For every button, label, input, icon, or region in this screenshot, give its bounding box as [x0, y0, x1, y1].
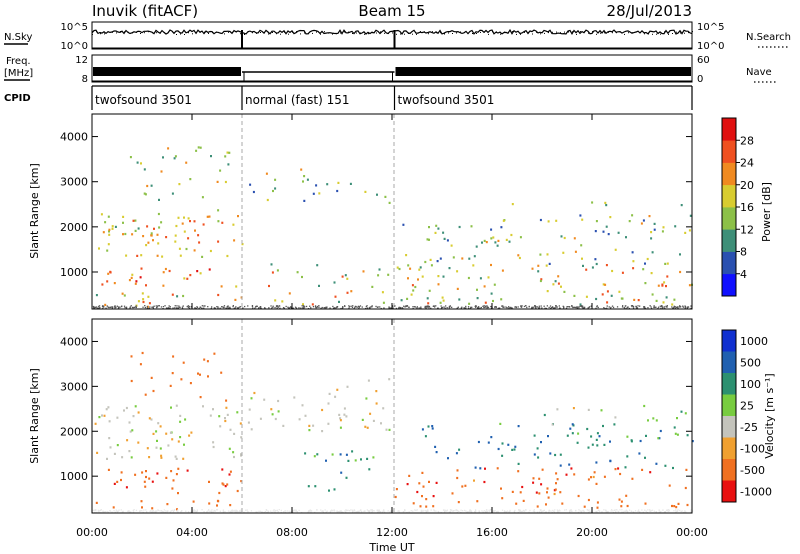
colorbar-swatch — [722, 273, 736, 297]
nsearch-tick-bottom: 10^0 — [697, 41, 724, 52]
velocity-colorbar-tick: 25 — [740, 399, 754, 412]
colorbar-swatch — [722, 207, 736, 230]
velocity-colorbar-tick: 100 — [740, 378, 761, 391]
cpid-label: CPID — [4, 93, 31, 104]
velocity-ylabel: Slant Range [km] — [28, 368, 41, 464]
velocity-colorbar-tick: -500 — [740, 464, 765, 477]
power-colorbar-tick: 20 — [740, 179, 754, 192]
colorbar-swatch — [722, 459, 736, 481]
y-tick-label: 1000 — [60, 470, 88, 483]
velocity-panel: 1000 2000 3000 4000 Slant Range [km] — [28, 318, 694, 514]
colorbar-swatch — [722, 229, 736, 252]
nave-tick-bottom: 0 — [697, 74, 703, 85]
nsky-panel: N.Sky 10^5 10^0 10^5 10^0 N.Search — [4, 21, 791, 52]
colorbar-swatch — [722, 394, 736, 417]
x-tick-label: 08:00 — [276, 526, 308, 539]
station-title: Inuvik (fitACF) — [92, 2, 198, 20]
colorbar-swatch — [722, 140, 736, 163]
x-tick-label: 00:00 — [676, 526, 708, 539]
velocity-colorbar-tick: 500 — [740, 356, 761, 369]
power-y-axis: 1000 2000 3000 4000 — [60, 131, 692, 279]
cpid-segment-label: twofsound 3501 — [398, 93, 495, 107]
date-title: 28/Jul/2013 — [607, 2, 692, 20]
power-colorbar-tick: 12 — [740, 223, 754, 236]
x-tick-label: 16:00 — [476, 526, 508, 539]
xaxis-label: Time UT — [368, 541, 414, 554]
power-colorbar-tick: 4 — [740, 268, 747, 281]
cpid-segment-label: twofsound 3501 — [95, 93, 192, 107]
velocity-colorbar-label: Velocity [m s⁻¹] — [763, 373, 776, 458]
colorbar-swatch — [722, 416, 736, 438]
x-tick-label: 20:00 — [576, 526, 608, 539]
nsky-tick-top: 10^5 — [61, 22, 88, 33]
velocity-colorbar-tick: -25 — [740, 421, 758, 434]
velocity-colorbar-tick: 1000 — [740, 335, 768, 348]
cpid-segments: twofsound 3501 normal (fast) 151 twofsound… — [91, 85, 693, 110]
nsky-tick-bottom: 10^0 — [61, 41, 88, 52]
y-tick-label: 3000 — [60, 380, 88, 393]
colorbar-swatch — [722, 330, 736, 352]
y-tick-label: 1000 — [60, 266, 88, 279]
freq-panel: Freq. [MHz] 12 8 60 0 Nave — [4, 54, 776, 85]
nsky-label: N.Sky — [4, 32, 32, 43]
freq-label-2: [MHz] — [4, 68, 33, 79]
nsearch-tick-top: 10^5 — [697, 22, 724, 33]
power-colorbar: Power [dB] 4 8 12 16 20 24 28 — [721, 117, 773, 297]
y-tick-label: 2000 — [60, 221, 88, 234]
freq-trace — [92, 67, 692, 82]
colorbar-swatch — [722, 480, 736, 503]
colorbar-swatch — [722, 373, 736, 395]
freq-tick-top: 12 — [75, 55, 88, 66]
power-data — [92, 146, 693, 310]
x-tick-label: 04:00 — [176, 526, 208, 539]
power-colorbar-tick: 8 — [740, 246, 747, 259]
freq-tick-bottom: 8 — [82, 74, 88, 85]
time-axis: 00:00 04:00 08:00 12:00 16:00 20:00 00:00 — [76, 114, 708, 539]
power-panel: 1000 2000 3000 4000 Slant Range [km] — [28, 113, 693, 310]
velocity-colorbar-tick: -1000 — [740, 485, 772, 498]
power-colorbar-label: Power [dB] — [760, 182, 773, 242]
velocity-colorbar-tick: -100 — [740, 442, 765, 455]
nave-label: Nave — [746, 67, 772, 78]
colorbar-swatch — [722, 437, 736, 460]
x-tick-label: 00:00 — [76, 526, 108, 539]
nave-tick-top: 60 — [697, 55, 710, 66]
x-tick-label: 12:00 — [376, 526, 408, 539]
y-tick-label: 4000 — [60, 335, 88, 348]
nsky-trace — [91, 28, 693, 49]
power-colorbar-tick: 28 — [740, 134, 754, 147]
velocity-colorbar: Velocity [m s⁻¹] 1000 500 100 25 -25 -100 -500… — [721, 329, 776, 503]
colorbar-swatch — [722, 162, 736, 186]
y-tick-label: 3000 — [60, 176, 88, 189]
colorbar-swatch — [722, 118, 736, 141]
cpid-panel: CPID twofsound 3501 normal (fast) 151 twof… — [4, 85, 693, 110]
colorbar-swatch — [722, 251, 736, 275]
y-tick-label: 4000 — [60, 131, 88, 144]
colorbar-swatch — [722, 184, 736, 208]
nsearch-label: N.Search — [746, 32, 791, 43]
y-tick-label: 2000 — [60, 425, 88, 438]
velocity-y-axis: 1000 2000 3000 4000 — [60, 335, 692, 483]
freq-label-1: Freq. — [6, 56, 31, 67]
cpid-segment-label: normal (fast) 151 — [245, 93, 349, 107]
power-colorbar-tick: 16 — [740, 201, 754, 214]
colorbar-swatch — [722, 351, 736, 374]
beam-title: Beam 15 — [358, 2, 425, 20]
power-colorbar-tick: 24 — [740, 157, 754, 170]
power-ylabel: Slant Range [km] — [28, 163, 41, 259]
